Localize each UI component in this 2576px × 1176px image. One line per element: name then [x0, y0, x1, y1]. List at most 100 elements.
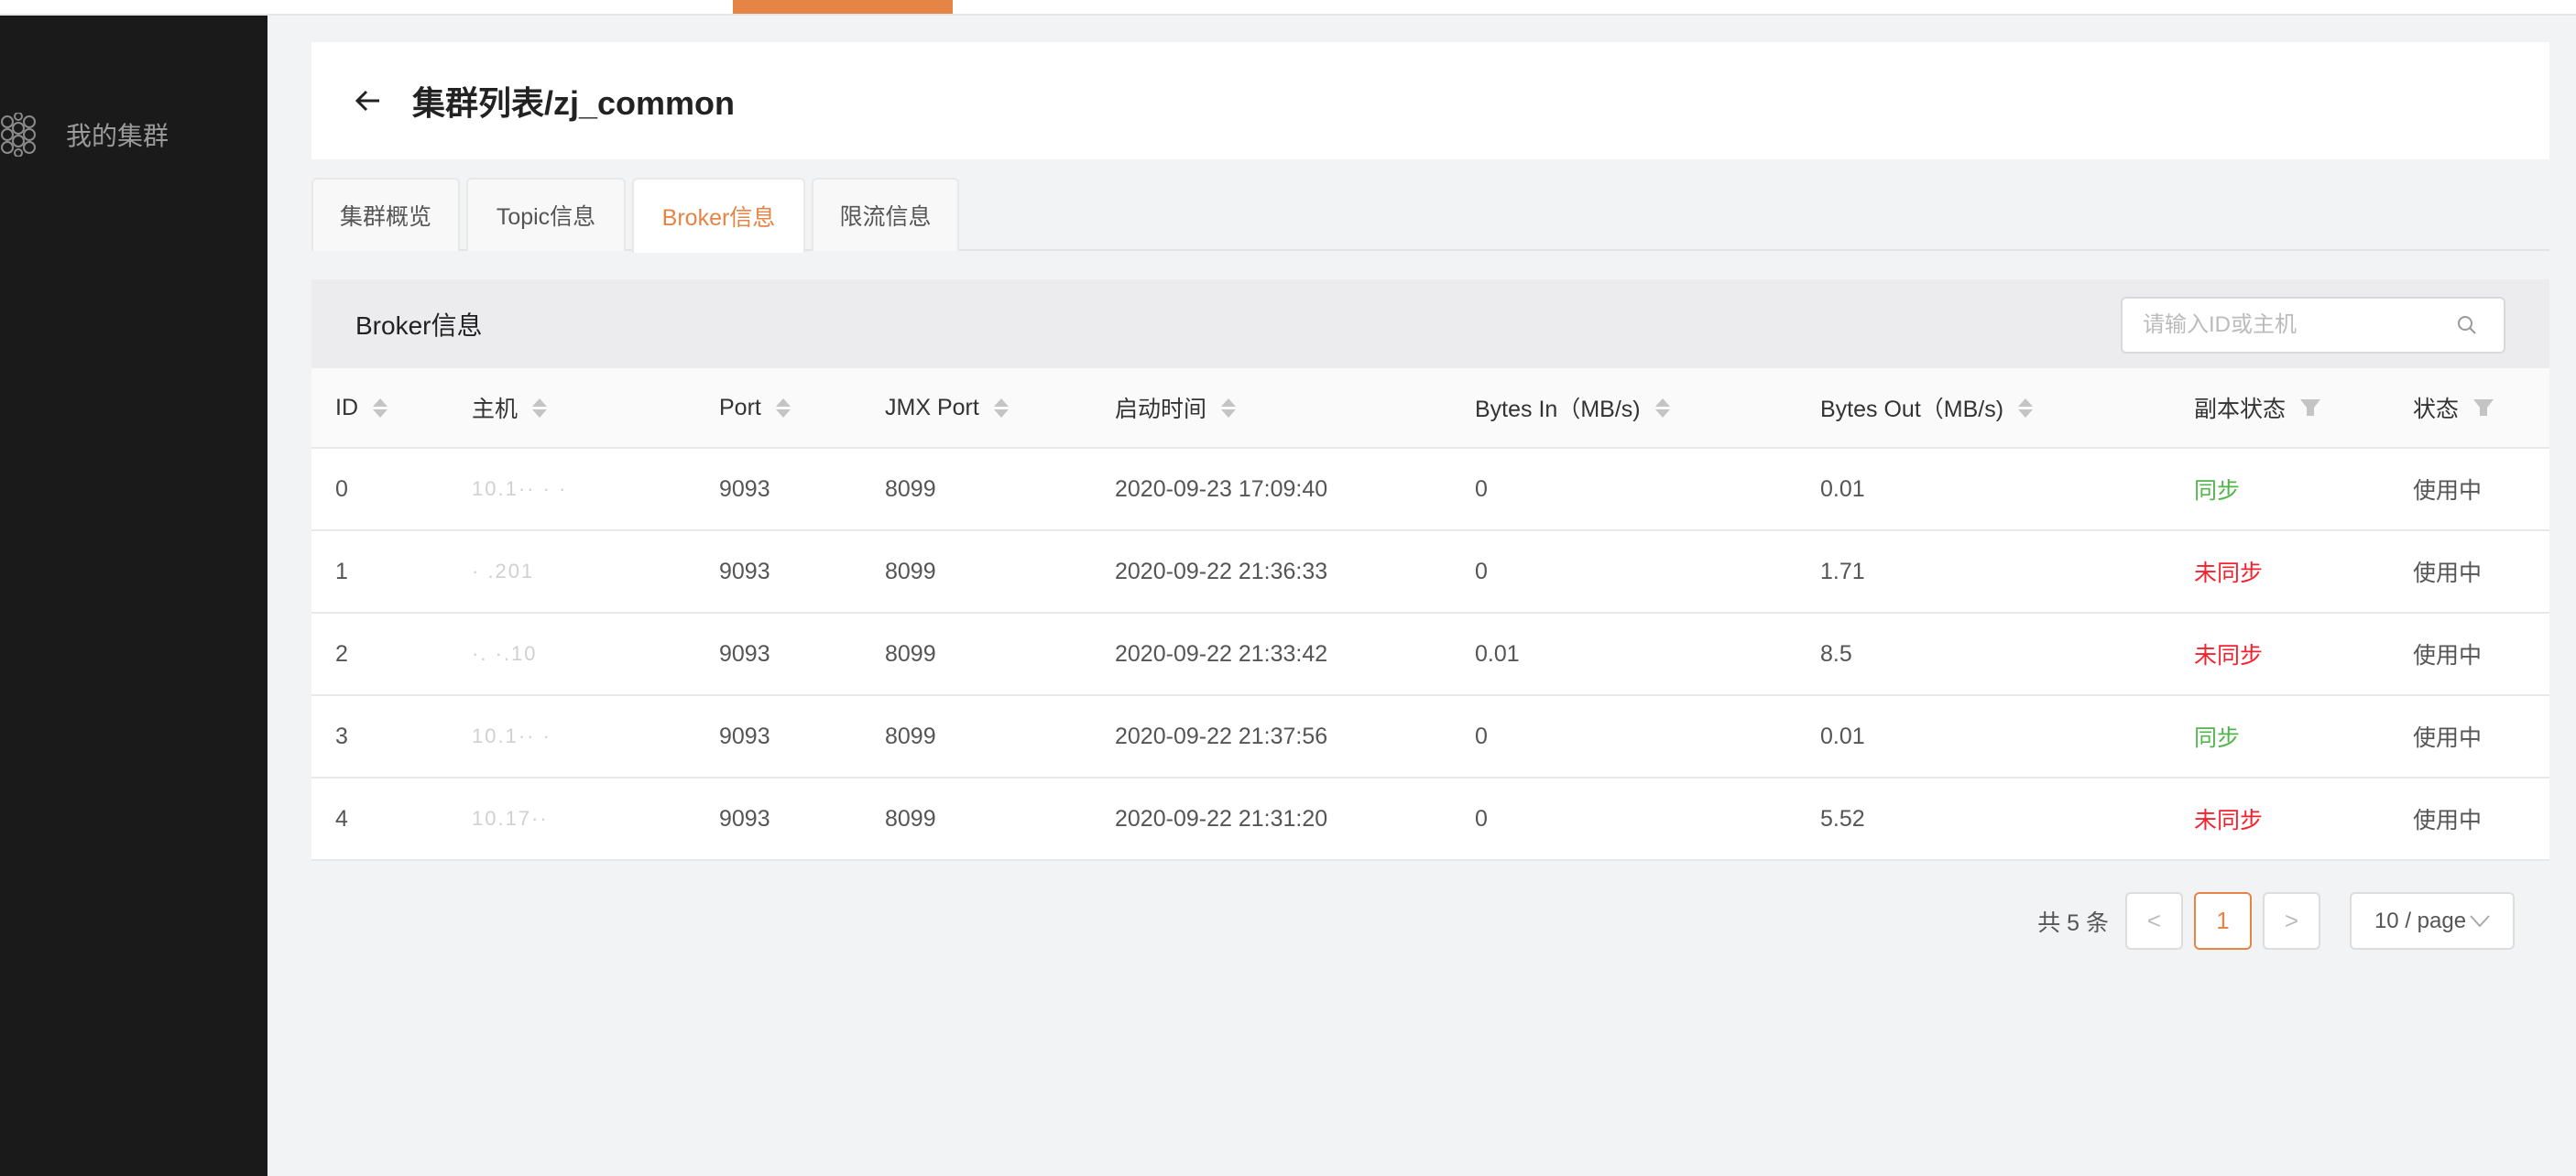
- arrow-left-icon: [355, 90, 379, 112]
- panel-title: Broker信息: [355, 310, 483, 340]
- cell-bytes-in: 0.01: [1475, 640, 1520, 667]
- column-header-jmx-port[interactable]: JMX Port: [885, 368, 1009, 447]
- tab-broker-info[interactable]: Broker信息: [632, 178, 805, 253]
- table-header-row: ID 主机 Port JMX Port 启动时间 Bytes In（MB/s) Bytes …: [311, 368, 2549, 449]
- column-header-label: 状态: [2413, 397, 2460, 422]
- sidebar: 我的集群: [0, 16, 267, 1176]
- cell-replica-status: 未同步: [2194, 643, 2264, 669]
- cell-status: 使用中: [2413, 643, 2483, 669]
- total-count: 共 5 条: [2037, 909, 2109, 936]
- sidebar-item-my-clusters[interactable]: 我的集群: [0, 107, 169, 162]
- sort-icon[interactable]: [373, 397, 387, 418]
- cell-bytes-in: 0: [1475, 475, 1488, 502]
- cell-status: 使用中: [2413, 808, 2483, 833]
- cell-host: 10.1·· · ·: [472, 477, 568, 500]
- cell-id: 0: [335, 475, 348, 502]
- sidebar-item-label: 我的集群: [66, 122, 169, 150]
- column-header-start-time[interactable]: 启动时间: [1115, 368, 1237, 447]
- column-header-label: 副本状态: [2194, 397, 2287, 422]
- page-title: 集群列表/zj_common: [412, 84, 736, 122]
- cell-host: ·. ·.10: [472, 642, 538, 665]
- sort-icon[interactable]: [993, 397, 1009, 418]
- cell-start-time: 2020-09-22 21:31:20: [1115, 805, 1328, 832]
- column-header-bytes-in[interactable]: Bytes In（MB/s): [1475, 368, 1670, 447]
- cell-host: 10.1·· ·: [472, 724, 551, 747]
- cell-bytes-out: 5.52: [1820, 805, 1865, 832]
- sort-icon[interactable]: [1221, 397, 1237, 418]
- back-button[interactable]: [350, 82, 387, 119]
- column-header-id[interactable]: ID: [335, 368, 387, 447]
- cell-replica-status: 同步: [2194, 725, 2241, 751]
- column-header-label: JMX Port: [885, 394, 979, 420]
- broker-table: ID 主机 Port JMX Port 启动时间 Bytes In（MB/s) Bytes …: [311, 368, 2549, 861]
- sort-icon[interactable]: [1654, 397, 1670, 418]
- cell-port: 9093: [719, 640, 770, 667]
- table-row: 3 10.1·· · 9093 8099 2020-09-22 21:37:56 0 0.0…: [311, 696, 2549, 779]
- cell-id: 3: [335, 723, 348, 749]
- cell-jmx-port: 8099: [885, 805, 936, 832]
- search-input[interactable]: [2143, 312, 2456, 338]
- column-header-port[interactable]: Port: [719, 368, 791, 447]
- column-header-label: ID: [335, 394, 358, 420]
- cell-start-time: 2020-09-23 17:09:40: [1115, 475, 1328, 502]
- broker-panel-header: Broker信息: [311, 279, 2549, 368]
- column-header-label: Port: [719, 394, 761, 420]
- search-icon[interactable]: [2456, 314, 2478, 336]
- cell-port: 9093: [719, 475, 770, 502]
- cell-jmx-port: 8099: [885, 640, 936, 667]
- cell-port: 9093: [719, 558, 770, 584]
- cell-bytes-out: 0.01: [1820, 723, 1865, 749]
- cell-id: 4: [335, 805, 348, 832]
- cell-host: 10.17··: [472, 807, 549, 830]
- prev-page-button[interactable]: <: [2125, 892, 2183, 950]
- cell-port: 9093: [719, 805, 770, 832]
- column-header-bytes-out[interactable]: Bytes Out（MB/s): [1820, 368, 2034, 447]
- cell-start-time: 2020-09-22 21:36:33: [1115, 558, 1328, 584]
- cell-bytes-in: 0: [1475, 723, 1488, 749]
- top-nav-bar: [0, 0, 2576, 16]
- cell-jmx-port: 8099: [885, 723, 936, 749]
- sort-icon[interactable]: [775, 397, 791, 418]
- search-box: [2121, 297, 2505, 354]
- page-header: 集群列表/zj_common: [311, 42, 2549, 159]
- cell-bytes-in: 0: [1475, 558, 1488, 584]
- table-row: 2 ·. ·.10 9093 8099 2020-09-22 21:33:42 0.01 8…: [311, 614, 2549, 696]
- tab-topic-info[interactable]: Topic信息: [466, 178, 626, 251]
- cell-bytes-out: 1.71: [1820, 558, 1865, 584]
- cell-status: 使用中: [2413, 725, 2483, 751]
- chevron-down-icon: [2470, 914, 2490, 927]
- page-size-label: 10 / page: [2374, 908, 2467, 933]
- cell-bytes-in: 0: [1475, 805, 1488, 832]
- tab-cluster-overview[interactable]: 集群概览: [311, 178, 460, 251]
- column-header-replica-status[interactable]: 副本状态: [2194, 368, 2321, 447]
- cell-start-time: 2020-09-22 21:33:42: [1115, 640, 1328, 667]
- sort-icon[interactable]: [2018, 397, 2034, 418]
- cell-id: 2: [335, 640, 348, 667]
- column-header-label: Bytes Out（MB/s): [1820, 397, 2004, 422]
- cell-jmx-port: 8099: [885, 475, 936, 502]
- cell-status: 使用中: [2413, 561, 2483, 586]
- cell-host: · .201: [472, 560, 535, 583]
- cell-replica-status: 同步: [2194, 478, 2241, 504]
- active-nav-indicator: [733, 0, 953, 14]
- filter-icon[interactable]: [2473, 397, 2494, 418]
- next-page-button[interactable]: >: [2263, 892, 2320, 950]
- cell-bytes-out: 0.01: [1820, 475, 1865, 502]
- page-size-select[interactable]: 10 / page: [2350, 892, 2515, 950]
- page-1-button[interactable]: 1: [2194, 892, 2252, 950]
- column-header-host[interactable]: 主机: [472, 368, 548, 447]
- column-header-status[interactable]: 状态: [2413, 368, 2494, 447]
- cell-start-time: 2020-09-22 21:37:56: [1115, 723, 1328, 749]
- tab-throttle-info[interactable]: 限流信息: [812, 178, 959, 251]
- cell-id: 1: [335, 558, 348, 584]
- column-header-label: 主机: [472, 397, 518, 422]
- cell-replica-status: 未同步: [2194, 808, 2264, 833]
- table-row: 4 10.17·· 9093 8099 2020-09-22 21:31:20 0 5.52…: [311, 779, 2549, 861]
- cell-port: 9093: [719, 723, 770, 749]
- column-header-label: Bytes In（MB/s): [1475, 397, 1641, 422]
- column-header-label: 启动时间: [1115, 397, 1207, 422]
- cell-replica-status: 未同步: [2194, 561, 2264, 586]
- sort-icon[interactable]: [532, 397, 548, 418]
- cell-jmx-port: 8099: [885, 558, 936, 584]
- filter-icon[interactable]: [2300, 397, 2321, 418]
